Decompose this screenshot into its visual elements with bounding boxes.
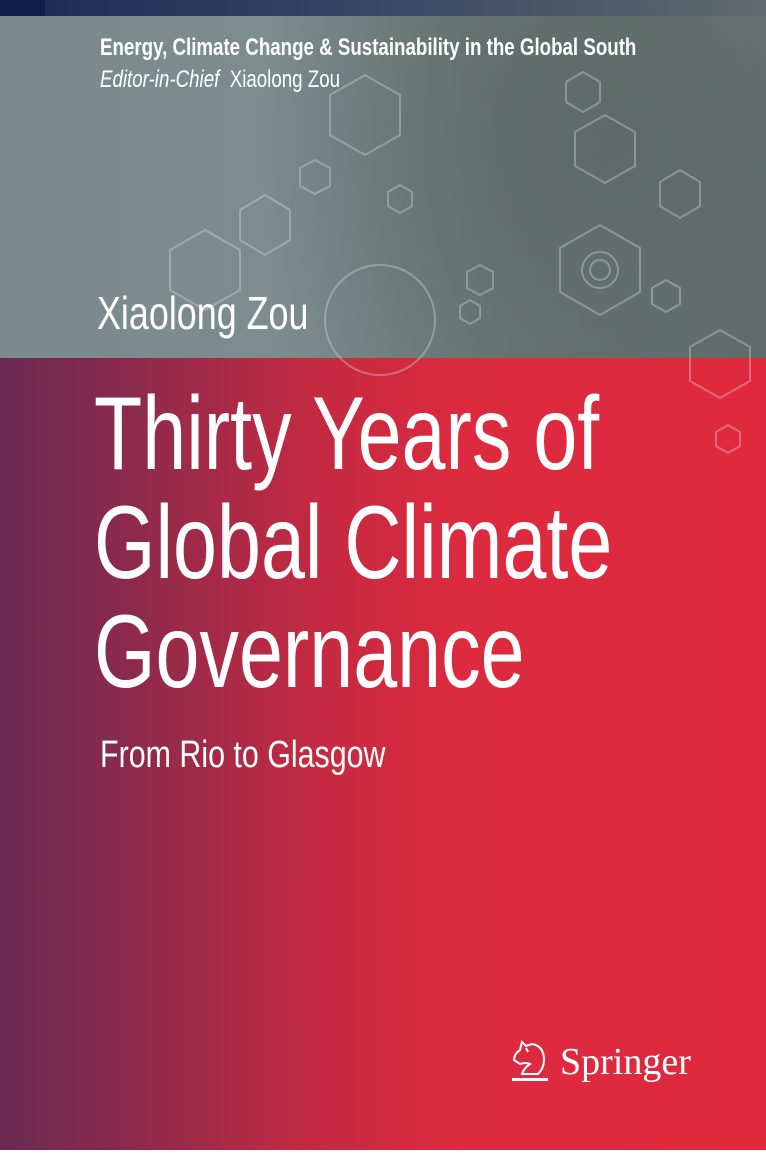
series-editor: Editor-in-Chief Xiaolong Zou bbox=[100, 66, 340, 94]
cover-image-forest bbox=[0, 0, 766, 358]
book-title: Thirty Years of Global Climate Governanc… bbox=[94, 380, 612, 707]
springer-horse-icon bbox=[512, 1040, 548, 1081]
book-subtitle: From Rio to Glasgow bbox=[100, 734, 386, 776]
title-line: Thirty Years of bbox=[94, 376, 600, 492]
title-line: Global Climate bbox=[94, 485, 613, 601]
editor-name: Xiaolong Zou bbox=[229, 66, 341, 93]
series-title: Energy, Climate Change & Sustainability … bbox=[100, 34, 637, 61]
top-band-block bbox=[0, 0, 45, 16]
editor-label: Editor-in-Chief bbox=[100, 66, 220, 93]
book-author: Xiaolong Zou bbox=[97, 287, 309, 339]
sustainability-hexagon-icons bbox=[169, 70, 751, 455]
top-band bbox=[0, 0, 766, 16]
title-line: Governance bbox=[94, 594, 525, 710]
publisher-name: Springer bbox=[560, 1041, 691, 1083]
cover-color-panel bbox=[0, 358, 766, 1150]
publisher-logo: Springer bbox=[510, 1038, 691, 1086]
